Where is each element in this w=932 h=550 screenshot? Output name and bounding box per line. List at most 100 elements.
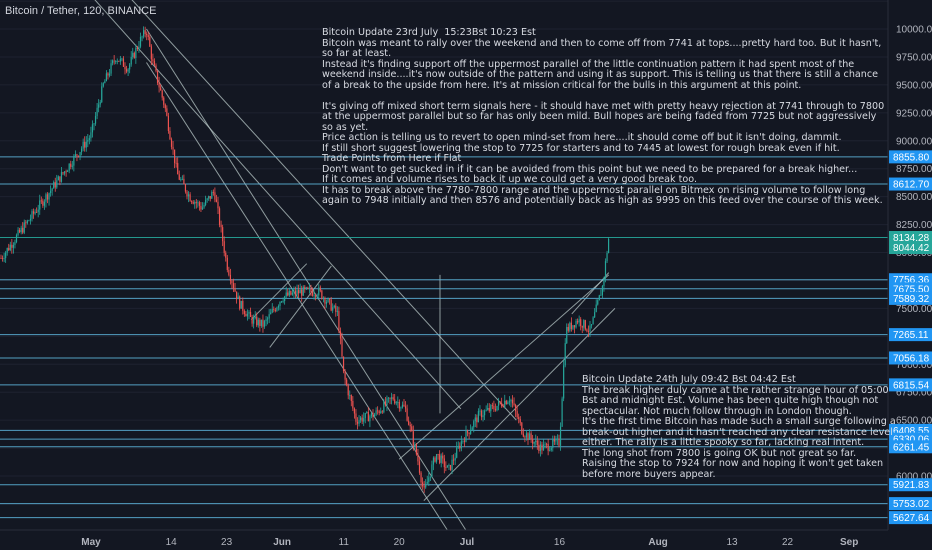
price-tick-label: 7500.00 bbox=[896, 304, 932, 315]
candle-down bbox=[442, 455, 444, 459]
candle-down bbox=[259, 319, 261, 326]
update-note-23-july[interactable]: Bitcoin Update 23rd July 15:23Bst 10:23 … bbox=[322, 27, 885, 206]
candle-down bbox=[212, 192, 214, 193]
horizontal-level-lines[interactable] bbox=[0, 156, 888, 519]
candle-up bbox=[26, 220, 28, 224]
candle-up bbox=[119, 58, 121, 62]
candle-down bbox=[502, 406, 504, 407]
candle-up bbox=[45, 194, 47, 202]
candle-up bbox=[240, 300, 242, 309]
candle-down bbox=[125, 69, 128, 72]
candle-down bbox=[150, 46, 152, 60]
candle-down bbox=[494, 408, 497, 411]
candle-up bbox=[544, 443, 546, 445]
candle-up bbox=[211, 192, 213, 199]
trend-line[interactable] bbox=[146, 62, 449, 533]
candle-down bbox=[84, 141, 86, 148]
candle-up bbox=[143, 30, 145, 37]
candle-up bbox=[50, 190, 52, 194]
candle-down bbox=[147, 35, 149, 38]
candle-up bbox=[508, 401, 510, 403]
candle-up bbox=[318, 287, 320, 296]
candle-down bbox=[501, 402, 503, 407]
trend-line[interactable] bbox=[398, 274, 610, 460]
candle-down bbox=[505, 400, 507, 405]
level-price-badge bbox=[889, 478, 932, 492]
candle-up bbox=[448, 465, 450, 466]
candle-up bbox=[14, 242, 16, 245]
candle-up bbox=[99, 102, 101, 105]
candle-up bbox=[102, 83, 104, 87]
candle-up bbox=[280, 301, 283, 303]
candle-down bbox=[459, 445, 461, 449]
level-price-badge-text: 6261.45 bbox=[893, 442, 930, 453]
candle-down bbox=[307, 287, 309, 289]
candle-down bbox=[587, 331, 590, 332]
trend-line[interactable] bbox=[91, 0, 462, 410]
candle-down bbox=[538, 444, 540, 452]
candle-down bbox=[321, 290, 323, 299]
candle-down bbox=[449, 465, 452, 470]
candle-down bbox=[217, 201, 219, 209]
trend-line[interactable] bbox=[128, 0, 517, 421]
candle-down bbox=[527, 433, 529, 441]
candle-up bbox=[270, 312, 272, 315]
time-axis[interactable]: May 14 23 Jun 11 20 Jul 16 Aug 13 22 Sep bbox=[0, 529, 888, 550]
candle-down bbox=[311, 291, 314, 296]
level-price-badge-text: 6408.55 bbox=[893, 426, 930, 437]
candle-up bbox=[487, 407, 489, 410]
candle-down bbox=[122, 58, 125, 67]
candle-down bbox=[251, 316, 253, 324]
candle-down bbox=[422, 482, 424, 487]
candle-up bbox=[566, 327, 568, 344]
candle-up bbox=[569, 322, 571, 331]
time-tick-label: Jul bbox=[460, 537, 475, 548]
level-price-badge bbox=[889, 351, 932, 365]
candle-up bbox=[299, 289, 301, 294]
price-tick-label: 6000.00 bbox=[896, 472, 932, 483]
candle-down bbox=[347, 385, 349, 396]
candle-up bbox=[322, 297, 324, 299]
price-tick-label: 6500.00 bbox=[896, 416, 932, 427]
candle-down bbox=[243, 310, 245, 314]
candle-down bbox=[161, 90, 163, 98]
candle-down bbox=[445, 467, 447, 468]
candle-up bbox=[71, 165, 73, 167]
candle-up bbox=[456, 447, 458, 458]
candle-up bbox=[556, 438, 559, 440]
candle-up bbox=[595, 304, 597, 313]
secondary-price-badge-text: 8044.42 bbox=[893, 243, 930, 254]
update-note-24-july[interactable]: Bitcoin Update 24th July 09:42 Bst 04:42… bbox=[582, 374, 896, 480]
candle-down bbox=[287, 292, 289, 296]
candle-down bbox=[344, 371, 346, 380]
candle-up bbox=[108, 73, 111, 76]
candle-down bbox=[511, 399, 514, 404]
candle-down bbox=[77, 155, 80, 157]
time-tick-label: 13 bbox=[726, 537, 738, 548]
candle-down bbox=[262, 319, 264, 327]
candle-up bbox=[451, 459, 453, 470]
candle-down bbox=[107, 73, 109, 76]
time-tick-label: 16 bbox=[554, 537, 566, 548]
candle-up bbox=[535, 440, 537, 443]
candle-up bbox=[305, 287, 307, 289]
candle-up bbox=[284, 296, 286, 301]
candle-down bbox=[570, 322, 572, 329]
candle-up bbox=[564, 343, 566, 366]
candle-up bbox=[601, 285, 603, 296]
candle-down bbox=[229, 274, 231, 281]
candle-up bbox=[555, 439, 557, 442]
candle-up bbox=[293, 290, 295, 293]
trend-line[interactable] bbox=[250, 263, 308, 320]
candle-down bbox=[25, 222, 27, 224]
price-tick-label: 7000.00 bbox=[896, 360, 932, 371]
level-price-badge-text: 6815.54 bbox=[893, 380, 930, 391]
trend-line[interactable] bbox=[423, 308, 616, 501]
candle-up bbox=[542, 444, 545, 451]
candle-up bbox=[308, 288, 311, 289]
candle-down bbox=[389, 397, 391, 399]
candles-layer bbox=[0, 26, 610, 493]
candle-down bbox=[356, 421, 359, 424]
